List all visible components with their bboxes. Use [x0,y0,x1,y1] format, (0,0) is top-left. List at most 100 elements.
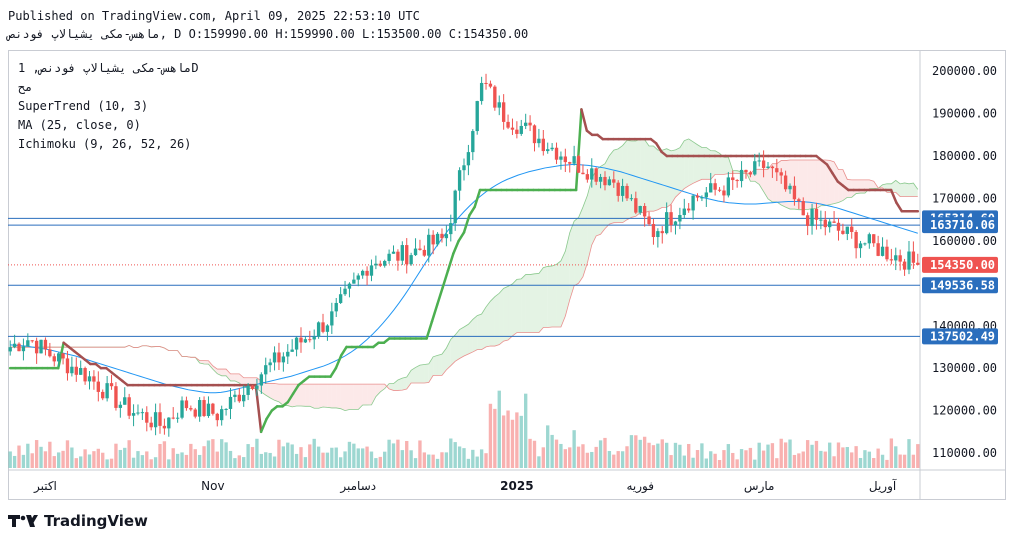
candle-body [224,408,228,410]
candle-body [242,394,246,402]
volume-bar [158,443,162,468]
candle-body [598,176,603,182]
price-chart[interactable]: 110000.00120000.00130000.00140000.001500… [8,50,1006,500]
ichimoku-cloud-segment [904,182,909,197]
candle-body [700,197,704,199]
x-tick-label: اکتبر [33,479,57,494]
supertrend-segment [895,201,904,213]
legend-sub: مح [18,80,33,94]
candle-body [435,233,440,245]
volume-bar [814,440,819,468]
volume-bar [775,458,779,468]
candle-body [872,234,876,244]
volume-bar [911,454,916,468]
candle-body [828,221,832,228]
candle-body [620,185,625,196]
ichimoku-cloud-segment [913,183,918,197]
ichimoku-cloud-segment [221,369,227,376]
ichimoku-cloud-segment [693,141,698,184]
candle-body [607,179,612,186]
supertrend-segment [329,366,338,378]
ichimoku-cloud-segment [521,274,526,333]
ichimoku-cloud-segment [816,159,821,209]
candle-body [770,166,775,169]
supertrend-segment [825,163,834,175]
candle-body [268,362,272,366]
candle-body [56,353,61,362]
ichimoku-cloud-segment [375,384,381,397]
volume-bar [572,430,576,468]
volume-bar [453,442,457,468]
volume-bar [841,447,845,468]
legend-supertrend[interactable]: SuperTrend (10, 3) [18,99,149,113]
legend-ichimoku[interactable]: Ichimoku (9, 26, 52, 26) [18,137,192,151]
supertrend-segment [259,417,268,434]
ichimoku-cloud-segment [516,278,522,333]
candle-body [246,385,250,395]
candle-body [625,185,629,199]
volume-bar [277,439,281,468]
volume-bar [801,451,805,468]
candle-body [810,208,814,226]
volume-bar [228,450,233,468]
ichimoku-cloud-segment [649,146,654,212]
volume-bar [316,446,321,468]
candle-body [427,234,431,256]
candle-body [61,353,65,359]
volume-bar [343,451,347,468]
candle-body [250,385,255,389]
ichimoku-cloud-segment [283,384,288,406]
volume-bar [722,450,726,468]
volume-bar [405,440,409,468]
ichimoku-cloud-segment [895,180,901,197]
volume-bar [400,450,404,468]
ichimoku-cloud-segment [274,383,279,402]
candle-body [8,347,12,352]
candle-body [585,174,590,180]
volume-bar [488,403,493,468]
volume-bar [330,447,334,468]
tradingview-logo[interactable]: TradingView [8,512,148,530]
candle-body [898,255,902,262]
volume-bar [576,446,581,468]
ichimoku-cloud-segment [397,378,403,391]
candle-body [369,265,374,276]
ichimoku-cloud-segment [768,163,773,202]
candle-body [316,322,321,337]
candle-body [528,122,532,126]
ichimoku-cloud-segment [446,339,451,370]
volume-bar [872,458,876,468]
candle-body [678,215,682,222]
volume-bar [748,447,753,468]
candle-body [26,340,30,347]
candle-body [642,205,647,217]
volume-bar [713,453,717,468]
legend-ma[interactable]: MA (25, close, 0) [18,118,141,132]
candle-body [360,270,365,276]
ichimoku-cloud-segment [499,288,504,345]
supertrend-segment [473,188,482,209]
volume-bar [709,451,713,468]
ichimoku-cloud-segment [208,360,213,370]
ichimoku-cloud-segment [653,146,658,212]
candle-body [475,101,479,132]
ichimoku-cloud-segment [490,296,495,347]
candle-body [902,261,907,270]
volume-bar [325,452,330,468]
candle-body [757,160,761,162]
ichimoku-cloud-segment [838,169,843,203]
volume-bar [220,439,224,468]
ichimoku-cloud-segment [640,139,645,213]
volume-bar [17,445,21,468]
volume-bar [634,435,638,468]
volume-bar [642,436,647,468]
candle-body [171,417,175,419]
volume-bar [118,449,123,468]
supertrend-segment [425,320,434,340]
candle-body [515,129,519,134]
ichimoku-cloud-segment [525,274,531,333]
candle-body [167,417,171,429]
candle-body [220,409,224,421]
candle-body [541,138,545,152]
ichimoku-cloud-segment [349,384,354,410]
